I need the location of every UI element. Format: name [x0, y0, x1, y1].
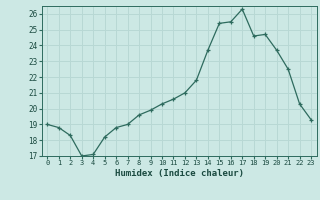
X-axis label: Humidex (Indice chaleur): Humidex (Indice chaleur): [115, 169, 244, 178]
